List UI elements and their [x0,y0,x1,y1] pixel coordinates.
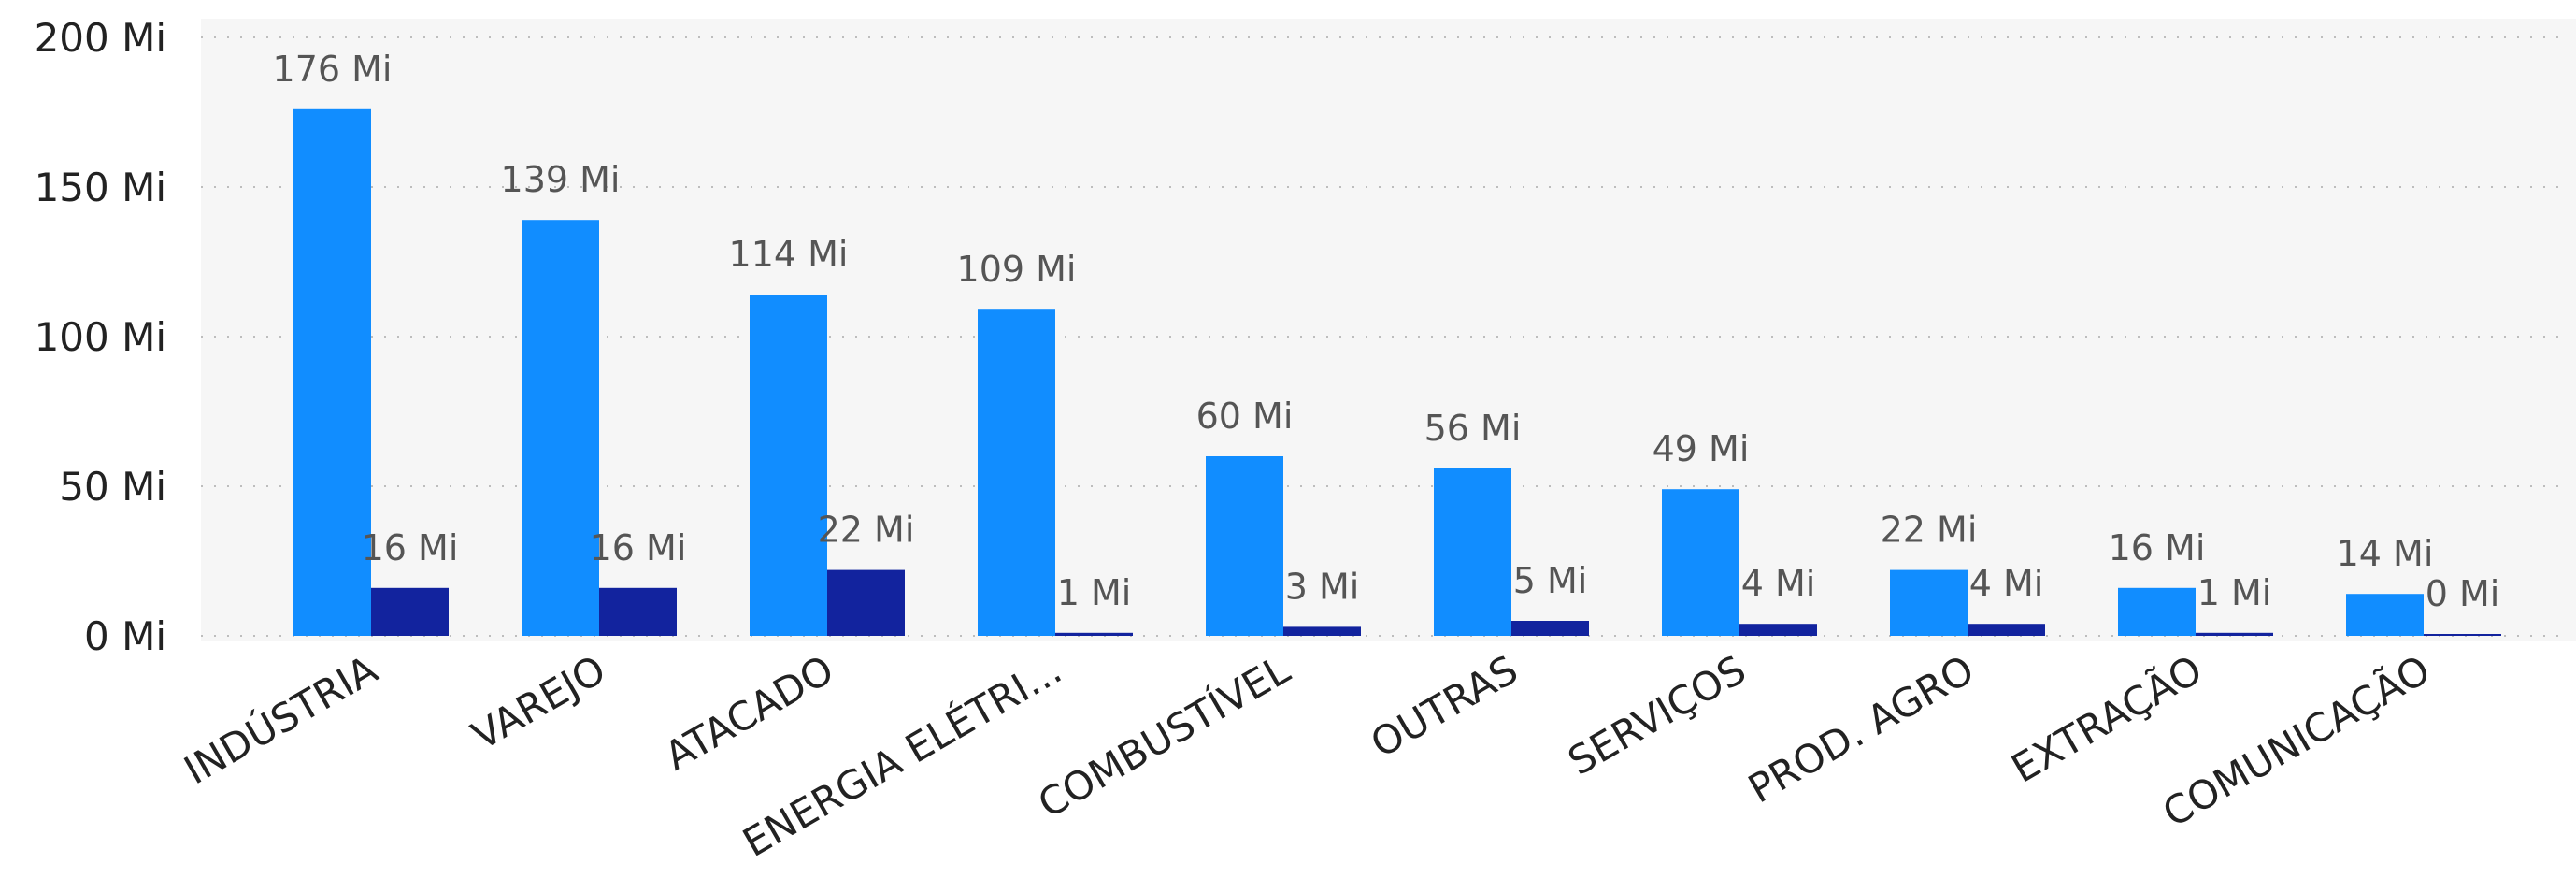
data-label: 22 Mi [818,510,915,551]
x-tick-label: COMBUSTÍVEL [1030,645,1298,827]
y-tick-label: 150 Mi [35,165,166,210]
x-tick-label: OUTRAS [1363,646,1525,767]
bar-series-1[interactable] [1434,468,1511,636]
data-label: 16 Mi [590,527,687,569]
x-tick-label: SERVIÇOS [1560,646,1753,784]
data-label: 60 Mi [1196,396,1294,437]
bar-series-2[interactable] [1739,624,1817,636]
data-label: 16 Mi [362,527,459,569]
bar-series-2[interactable] [827,569,905,636]
y-tick-label: 0 Mi [84,613,166,659]
data-label: 4 Mi [1741,563,1816,604]
bar-series-1[interactable] [1662,489,1739,636]
bar-series-2[interactable] [2424,634,2501,636]
bar-series-1[interactable] [1890,569,1968,636]
bar-series-1[interactable] [1206,456,1283,636]
bar-series-2[interactable] [1968,624,2045,636]
data-label: 22 Mi [1881,510,1978,551]
data-label: 14 Mi [2337,533,2434,574]
bar-series-2[interactable] [1283,626,1361,636]
x-tick-label: INDÚSTRIA [176,645,385,793]
bar-series-1[interactable] [978,309,1055,636]
data-label: 1 Mi [1057,572,1132,613]
data-label: 4 Mi [1969,563,2044,604]
bar-series-2[interactable] [2196,632,2273,636]
y-tick-label: 200 Mi [35,15,166,61]
x-tick-label: ATACADO [657,646,841,779]
data-label: 109 Mi [957,249,1077,290]
data-label: 1 Mi [2197,572,2272,613]
data-label: 3 Mi [1285,566,1360,607]
data-label: 0 Mi [2426,573,2500,614]
bar-series-2[interactable] [1055,632,1133,636]
bar-series-1[interactable] [522,220,599,636]
y-tick-label: 100 Mi [35,314,166,360]
bar-series-2[interactable] [599,587,677,636]
bar-series-2[interactable] [371,587,449,636]
data-label: 5 Mi [1513,560,1588,601]
bar-series-1[interactable] [2346,594,2424,636]
data-label: 56 Mi [1424,408,1522,449]
y-tick-label: 50 Mi [59,464,166,510]
bar-series-1[interactable] [750,295,827,636]
data-label: 139 Mi [501,159,621,200]
data-label: 49 Mi [1653,428,1750,469]
x-tick-label: PROD. AGRO [1740,646,1982,812]
x-tick-label: VAREJO [464,646,613,758]
bar-series-1[interactable] [293,108,371,637]
x-tick-label: EXTRAÇÃO [2003,645,2210,791]
data-label: 16 Mi [2109,527,2206,569]
data-label: 176 Mi [273,49,393,90]
data-label: 114 Mi [729,234,849,275]
bar-series-2[interactable] [1511,621,1589,636]
bar-series-1[interactable] [2118,587,2196,636]
